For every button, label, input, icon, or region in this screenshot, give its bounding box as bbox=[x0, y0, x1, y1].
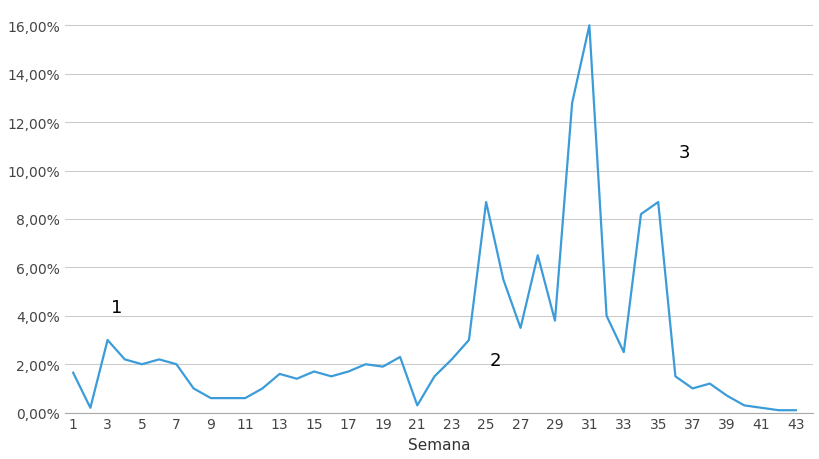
X-axis label: Semana: Semana bbox=[407, 437, 469, 452]
Text: 1: 1 bbox=[111, 298, 122, 316]
Text: 3: 3 bbox=[678, 144, 690, 162]
Text: 2: 2 bbox=[489, 351, 500, 369]
